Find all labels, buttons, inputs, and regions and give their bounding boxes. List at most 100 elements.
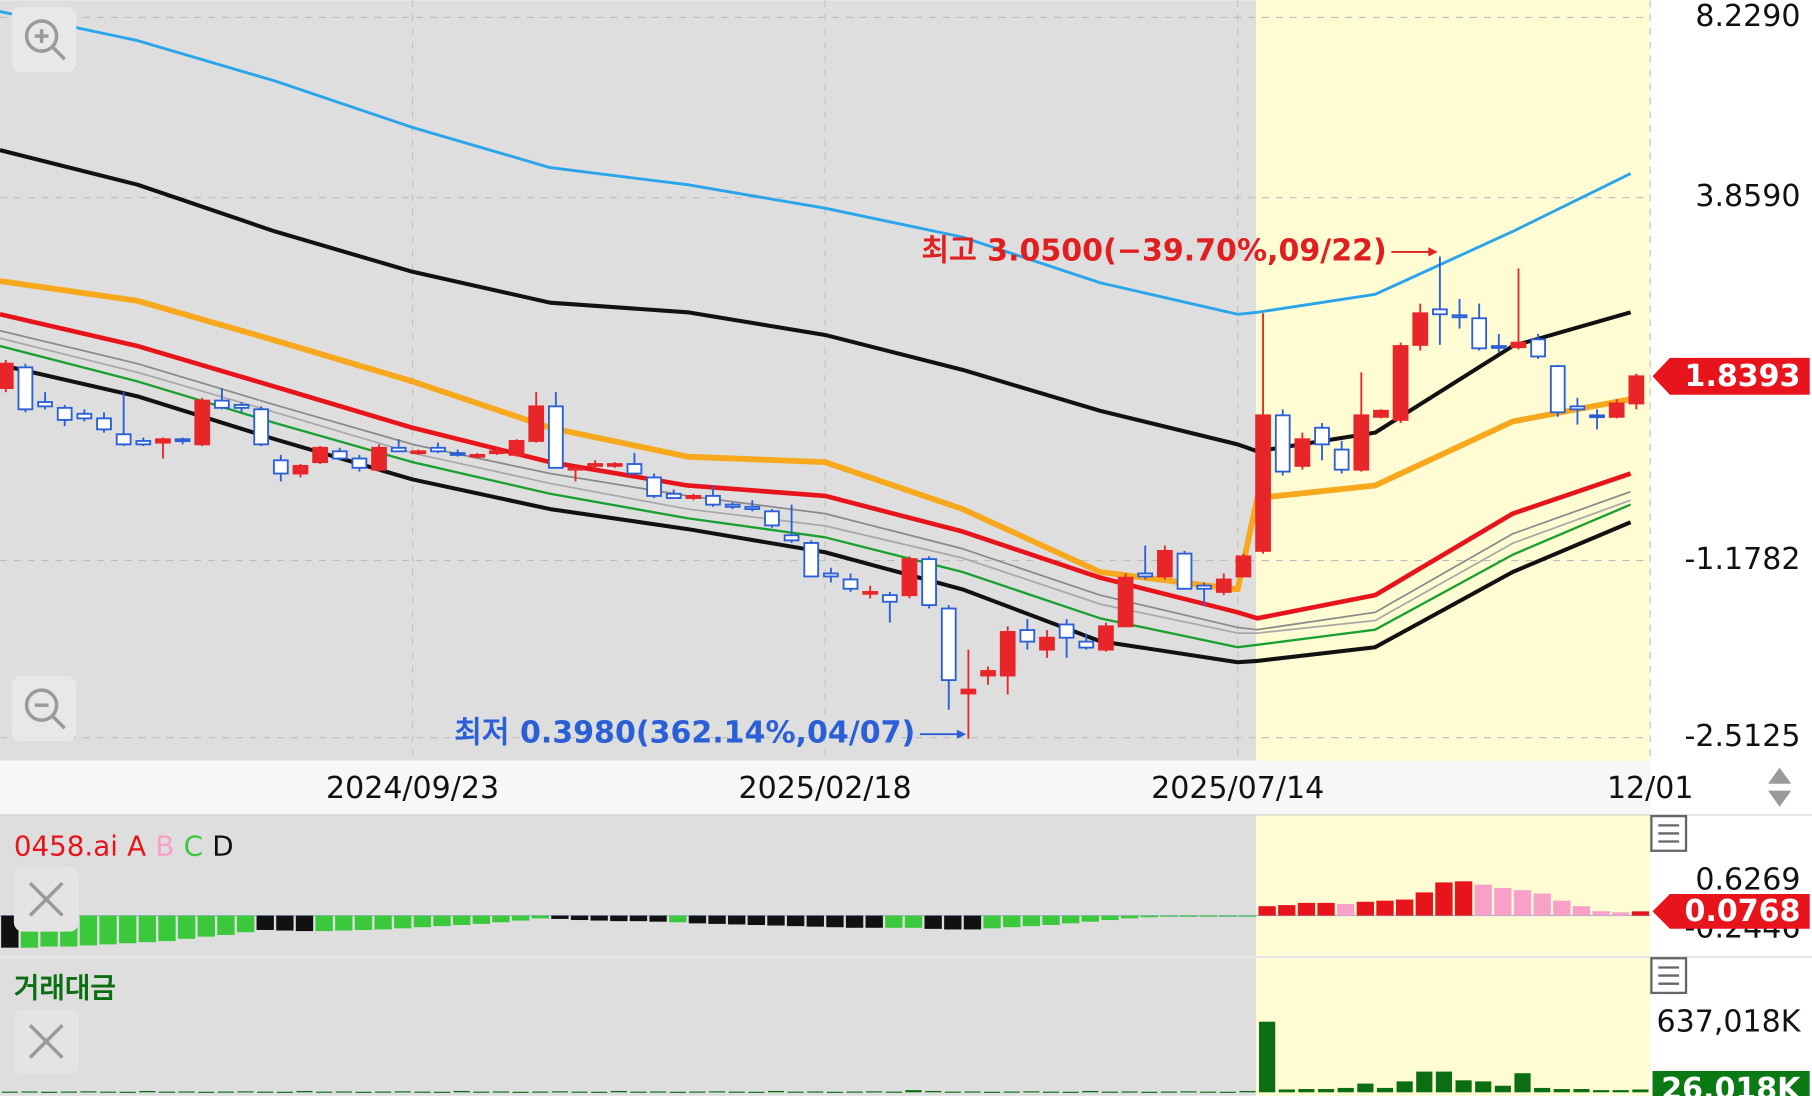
oscillator-bar: [1297, 902, 1316, 916]
candle-body: [214, 399, 230, 409]
legend-entry: C: [184, 829, 203, 862]
oscillator-bar: [1395, 899, 1414, 916]
candle-body: [823, 572, 839, 578]
volume-bar: [708, 1091, 726, 1093]
oscillator-bar: [1160, 915, 1178, 917]
pane-title: 거래대금: [14, 971, 116, 1004]
scale-toggle-button[interactable]: [1768, 767, 1792, 807]
oscillator-bar: [1494, 887, 1512, 916]
candle-body: [76, 412, 93, 420]
oscillator-bar: [1572, 906, 1591, 916]
x-tick-label: 2024/09/23: [326, 771, 499, 806]
controls: [11, 7, 1792, 1074]
volume-bar: [1278, 1089, 1295, 1093]
volume-bar: [1160, 1091, 1177, 1093]
zoom-out-button[interactable]: [11, 676, 77, 741]
volume-bar: [630, 1091, 647, 1093]
volume-bar: [1396, 1081, 1413, 1093]
volume-bar: [1101, 1091, 1119, 1093]
y-tick-label: -1.1782: [1685, 542, 1801, 577]
candle-body: [253, 408, 270, 446]
x-axis-strip: [0, 760, 1651, 815]
candle-body: [803, 542, 820, 578]
past-region: [0, 958, 1257, 1096]
oscillator-bar: [983, 915, 1001, 929]
oscillator-bar: [354, 915, 373, 930]
oscillator-bar: [413, 915, 432, 928]
candle-body: [1353, 414, 1370, 471]
candle-body: [430, 446, 446, 453]
candle-body: [881, 594, 898, 603]
x-tick-label: 2025/02/18: [739, 771, 912, 806]
y-tick-label: 3.8590: [1695, 179, 1800, 214]
volume-bar: [1494, 1085, 1511, 1093]
oscillator-bar: [1533, 893, 1551, 916]
oscillator-bar: [590, 915, 608, 921]
volume-bar: [473, 1091, 490, 1093]
oscillator-bar: [511, 915, 530, 921]
volume-bar: [1042, 1091, 1060, 1093]
volume-bar: [433, 1091, 451, 1093]
volume-bar: [1435, 1071, 1453, 1093]
oscillator-bar: [649, 915, 667, 922]
oscillator-bar: [1140, 915, 1158, 918]
candle-body: [606, 463, 623, 467]
candle-body: [56, 406, 73, 421]
oscillator-bar: [1101, 915, 1119, 921]
oscillator-bar: [669, 915, 687, 923]
volume-bar: [767, 1090, 785, 1093]
candle-body: [469, 453, 486, 458]
candle-body: [764, 510, 780, 527]
oscillator-bar: [1022, 915, 1041, 927]
volume-bar: [728, 1091, 745, 1093]
candle-body: [1078, 640, 1095, 649]
moving-average-line: [0, 362, 1632, 665]
y-tick-label: 637,018K: [1657, 1004, 1802, 1039]
oscillator-bar: [845, 915, 864, 928]
candle-body: [646, 476, 662, 497]
candle-body: [115, 433, 132, 446]
volume-bar: [984, 1091, 1001, 1093]
candle-body: [1176, 552, 1193, 590]
oscillator-bar: [1435, 882, 1453, 916]
oscillator-bar: [1592, 911, 1610, 916]
oscillator-bar: [767, 915, 785, 926]
candle-body: [17, 366, 34, 411]
volume-bar: [512, 1091, 529, 1093]
legend-entry: D: [212, 829, 233, 862]
zoom-in-button[interactable]: [11, 7, 77, 72]
volume-menu-button[interactable]: [1650, 957, 1688, 995]
volume-bar: [139, 1090, 156, 1093]
volume-bar: [21, 1091, 38, 1093]
candle-body: [1019, 629, 1036, 643]
candle-body: [665, 492, 682, 499]
volume-bar: [1298, 1089, 1315, 1093]
candle-body: [508, 440, 525, 456]
indicator-menu-button[interactable]: [1650, 814, 1688, 852]
candle-body: [547, 405, 564, 469]
past-region: [0, 0, 1257, 761]
moving-average-line: [0, 312, 1632, 621]
last-value-label: 0.0768: [1685, 894, 1801, 929]
candle-body: [980, 670, 996, 677]
close-volume-button[interactable]: [13, 1009, 79, 1074]
candle-body: [921, 558, 937, 607]
oscillator-bar: [276, 915, 294, 931]
candle-body: [724, 503, 741, 508]
oscillator-bar: [119, 915, 137, 944]
volume-bar: [1612, 1090, 1629, 1093]
oscillator-bar: [492, 915, 510, 923]
y-tick-label: 0.6269: [1695, 862, 1800, 897]
volume-bar: [846, 1091, 863, 1093]
candle-body: [155, 438, 171, 444]
candle-body: [1156, 549, 1173, 578]
volume-bar: [669, 1091, 686, 1093]
oscillator-bar: [236, 915, 255, 933]
volume-bar: [866, 1091, 883, 1093]
y-tick-label: 8.2290: [1695, 0, 1800, 34]
oscillator-bar: [531, 915, 549, 919]
close-indicator-button[interactable]: [13, 866, 79, 932]
candle-body: [960, 688, 977, 695]
